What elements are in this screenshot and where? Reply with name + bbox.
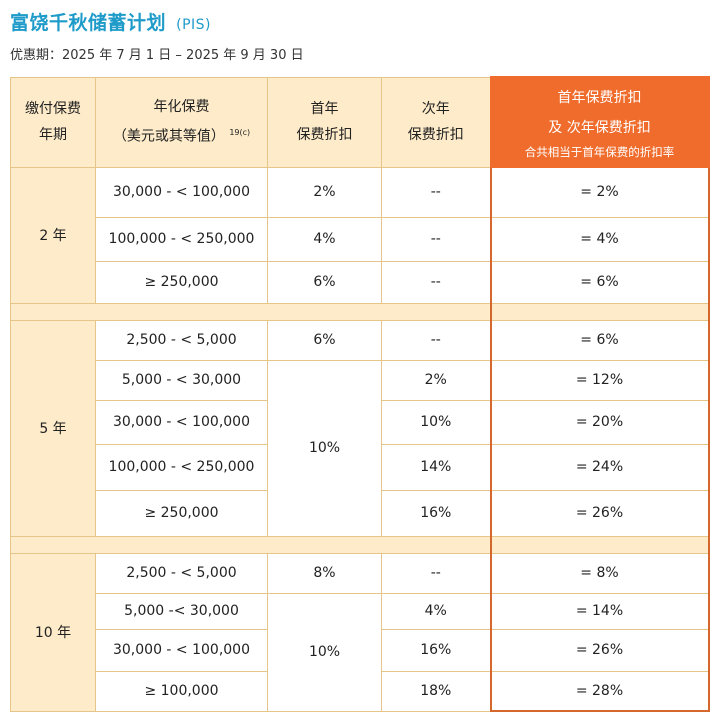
premium-band: ≥ 250,000 [95,260,268,304]
premium-band: 30,000 - < 100,000 [95,399,268,445]
second-year-discount: 10% [381,399,491,445]
second-year-discount: -- [381,166,491,218]
table-row: 100,000 - < 250,000 14% = 24% [11,443,710,491]
plan-title: 富饶千秋储蓄计划 (PIS) [10,8,211,35]
payment-term-cell: 2 年 [10,166,96,304]
combined-discount: = 4% [489,216,710,262]
plan-title-suffix: (PIS) [176,17,212,33]
second-year-discount: 16% [381,489,491,537]
premium-band: 2,500 - < 5,000 [95,552,268,594]
second-year-discount: -- [381,319,491,361]
premium-band: 5,000 -< 30,000 [95,592,268,630]
combined-discount: = 12% [489,359,710,401]
discount-table: 缴付保费 年期 年化保费 （美元或其等值） 19(c) 首年 保费折扣 次年 保… [10,76,710,712]
combined-discount: = 8% [489,552,710,594]
plan-title-text: 富饶千秋储蓄计划 [10,12,167,34]
header-payment-term: 缴付保费 年期 [10,76,96,168]
combined-discount: = 26% [489,628,710,672]
header-combined-note: 合共相当于首年保费的折扣率 [524,145,675,159]
first-year-discount: 8% [267,552,382,594]
header-combined-discount: 首年保费折扣 及 次年保费折扣 合共相当于首年保费的折扣率 [489,76,710,168]
second-year-discount: 2% [381,359,491,401]
footnote-ref: 19(c) [229,128,251,138]
table-row: 2 年 30,000 - < 100,000 2% -- = 2% [10,166,710,304]
table-row: ≥ 250,000 6% -- = 6% [11,260,710,304]
premium-band: 100,000 - < 250,000 [95,216,268,262]
second-year-discount: 4% [381,592,491,630]
header-first-year-discount: 首年 保费折扣 [267,76,382,168]
table-row: 100,000 - < 250,000 4% -- = 4% [11,216,710,262]
premium-band: 30,000 - < 100,000 [95,628,268,672]
premium-band: ≥ 250,000 [95,489,268,537]
second-year-discount: -- [381,260,491,304]
combined-discount: = 14% [489,592,710,630]
first-year-discount: 4% [267,216,382,262]
premium-band: 2,500 - < 5,000 [95,319,268,361]
combined-discount: = 26% [489,489,710,537]
combined-discount: = 6% [489,319,710,361]
header-second-year-discount: 次年 保费折扣 [381,76,491,168]
promo-period: 优惠期：2025 年 7 月 1 日 – 2025 年 9 月 30 日 [10,48,304,63]
combined-discount: = 24% [489,443,710,491]
premium-band: 5,000 - < 30,000 [95,359,268,401]
table-header-row: 缴付保费 年期 年化保费 （美元或其等值） 19(c) 首年 保费折扣 次年 保… [10,76,710,168]
premium-band: 30,000 - < 100,000 [95,166,268,218]
table-row: 5 年 2,500 - < 5,000 6% -- = 6% [10,319,710,537]
table-row: ≥ 250,000 16% = 26% [11,489,710,537]
combined-discount: = 20% [489,399,710,445]
group-separator [10,535,710,554]
first-year-discount: 10% [267,592,382,712]
payment-term-cell: 5 年 [10,319,96,537]
premium-band: ≥ 100,000 [95,670,268,712]
table-row: 5,000 -< 30,000 10% 4% = 14% [11,592,710,712]
second-year-discount: 14% [381,443,491,491]
premium-band: 100,000 - < 250,000 [95,443,268,491]
combined-discount: = 2% [489,166,710,218]
combined-discount: = 28% [489,670,710,712]
second-year-discount: 16% [381,628,491,672]
payment-term-cell: 10 年 [10,552,96,712]
table-row: 5,000 - < 30,000 10% 2% = 12% [11,359,710,537]
second-year-discount: -- [381,552,491,594]
first-year-discount: 10% [267,359,382,537]
table-row: ≥ 100,000 18% = 28% [11,670,710,712]
table-row: 30,000 - < 100,000 16% = 26% [11,628,710,672]
table-row: 10 年 2,500 - < 5,000 8% -- = 8% [10,552,710,712]
second-year-discount: 18% [381,670,491,712]
group-separator [10,302,710,321]
first-year-discount: 6% [267,319,382,361]
second-year-discount: -- [381,216,491,262]
header-annual-premium: 年化保费 （美元或其等值） 19(c) [95,76,268,168]
combined-discount: = 6% [489,260,710,304]
first-year-discount: 6% [267,260,382,304]
first-year-discount: 2% [267,166,382,218]
table-row: 30,000 - < 100,000 10% = 20% [11,399,710,445]
